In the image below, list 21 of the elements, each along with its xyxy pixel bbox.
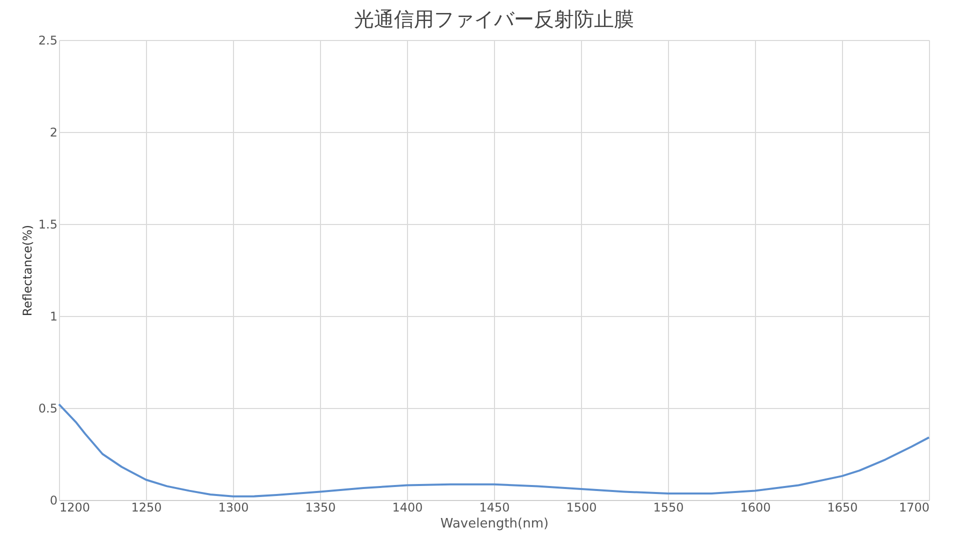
x-tick-label: 1550 <box>653 500 684 514</box>
x-tick-label: 1650 <box>827 500 858 514</box>
x-tick-label: 1300 <box>218 500 249 514</box>
x-tick-label: 1250 <box>131 500 162 514</box>
line-series <box>58 403 930 498</box>
x-tick-label: 1350 <box>305 500 336 514</box>
y-tick-label: 2.5 <box>38 34 58 48</box>
y-tick-label: 1.5 <box>38 218 58 232</box>
y-axis-title: Reflectance(%) <box>20 224 34 316</box>
y-tick-label: 1 <box>50 310 58 324</box>
chart-title: 光通信用ファイバー反射防止膜 <box>354 7 634 31</box>
y-tick-label: 0.5 <box>38 402 58 416</box>
y-tick-label: 0 <box>50 494 58 508</box>
x-axis-title: Wavelength(nm) <box>440 516 549 532</box>
y-tick-label: 2 <box>50 126 58 140</box>
x-tick-label: 1200 <box>60 500 90 514</box>
x-tick-label: 1600 <box>740 500 771 514</box>
x-tick-label: 1700 <box>898 500 930 514</box>
x-tick-label: 1400 <box>392 500 423 514</box>
x-tick-label: 1450 <box>479 500 510 514</box>
x-tick-label: 1500 <box>566 500 597 514</box>
